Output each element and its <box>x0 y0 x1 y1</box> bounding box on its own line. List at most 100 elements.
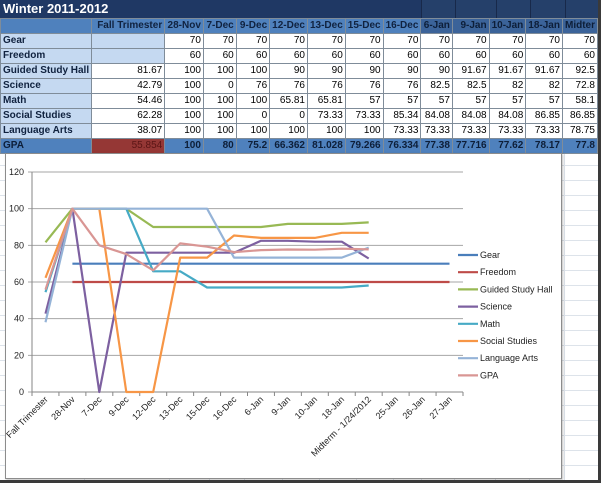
grade-cell[interactable]: 60 <box>269 48 308 64</box>
grade-cell[interactable]: 70 <box>202 33 237 49</box>
grade-cell[interactable]: 84.08 <box>420 108 453 124</box>
series-gpa[interactable] <box>44 207 369 290</box>
grade-cell[interactable]: 81.67 <box>91 63 166 79</box>
grade-cell[interactable]: 57 <box>488 93 527 109</box>
grade-cell[interactable]: 58.1 <box>561 93 598 109</box>
legend-item[interactable]: Social Studies <box>458 336 538 346</box>
grade-cell[interactable]: 86.85 <box>525 108 563 124</box>
grade-cell[interactable]: 100 <box>164 78 204 94</box>
column-header[interactable]: 9-Dec <box>235 18 271 34</box>
grade-cell[interactable]: 100 <box>306 123 346 139</box>
grade-cell[interactable]: 90 <box>420 63 453 79</box>
grade-cell[interactable]: 38.07 <box>91 123 166 139</box>
grade-cell[interactable]: 70 <box>344 33 384 49</box>
grade-cell[interactable]: 73.33 <box>344 108 384 124</box>
gpa-cell[interactable]: 66.362 <box>269 138 308 154</box>
grade-cell[interactable]: 90 <box>344 63 384 79</box>
legend-item[interactable]: GPA <box>458 370 498 380</box>
legend-item[interactable]: Guided Study Hall <box>458 284 553 294</box>
gpa-label[interactable]: GPA <box>0 138 93 154</box>
grade-cell[interactable]: 82.5 <box>451 78 490 94</box>
grade-cell[interactable]: 92.5 <box>561 63 598 79</box>
column-header[interactable]: 28-Nov <box>164 18 204 34</box>
gpa-cell[interactable]: 100 <box>164 138 204 154</box>
grade-cell[interactable]: 70 <box>382 33 422 49</box>
grade-cell[interactable]: 76 <box>382 78 422 94</box>
grade-cell[interactable]: 91.67 <box>451 63 490 79</box>
gpa-cell[interactable]: 81.028 <box>306 138 346 154</box>
grade-cell[interactable]: 100 <box>202 108 237 124</box>
grade-cell[interactable]: 90 <box>306 63 346 79</box>
grade-cell[interactable]: 100 <box>235 93 271 109</box>
grade-cell[interactable]: 70 <box>488 33 527 49</box>
series-line[interactable] <box>44 207 370 394</box>
grade-cell[interactable]: 100 <box>202 123 237 139</box>
grade-cell[interactable]: 70 <box>235 33 271 49</box>
grade-cell[interactable]: 57 <box>344 93 384 109</box>
legend-item[interactable]: Gear <box>458 250 500 260</box>
grade-cell[interactable] <box>91 48 166 64</box>
column-header[interactable]: 13-Dec <box>306 18 346 34</box>
grade-cell[interactable]: 70 <box>269 33 308 49</box>
grade-cell[interactable]: 72.8 <box>561 78 598 94</box>
column-header[interactable]: 12-Dec <box>269 18 308 34</box>
grade-cell[interactable]: 70 <box>525 33 563 49</box>
column-header[interactable]: 6-Jan <box>420 18 453 34</box>
grade-cell[interactable]: 100 <box>202 63 237 79</box>
grade-cell[interactable]: 62.28 <box>91 108 166 124</box>
grade-cell[interactable]: 100 <box>344 123 384 139</box>
gpa-cell[interactable]: 76.334 <box>382 138 422 154</box>
grade-cell[interactable]: 70 <box>420 33 453 49</box>
grade-cell[interactable]: 73.33 <box>488 123 527 139</box>
column-header[interactable]: 18-Jan <box>525 18 563 34</box>
line-chart[interactable]: 0 20 40 60 80 100 120 Fall Trimester 28-Nov 7-Dec… <box>5 153 562 479</box>
grade-cell[interactable]: 60 <box>451 48 490 64</box>
grade-cell[interactable]: 60 <box>382 48 422 64</box>
row-label[interactable]: Gear <box>0 33 93 49</box>
grade-cell[interactable]: 0 <box>202 78 237 94</box>
grade-cell[interactable]: 85.34 <box>382 108 422 124</box>
grade-cell[interactable]: 90 <box>382 63 422 79</box>
column-header[interactable]: Fall Trimester <box>91 18 166 34</box>
grade-cell[interactable]: 76 <box>306 78 346 94</box>
grade-cell[interactable]: 70 <box>164 33 204 49</box>
series-line[interactable] <box>44 207 369 290</box>
grade-cell[interactable]: 76 <box>235 78 271 94</box>
legend-item[interactable]: Science <box>458 302 512 312</box>
grade-cell[interactable]: 57 <box>382 93 422 109</box>
row-label[interactable]: Freedom <box>0 48 93 64</box>
grade-cell[interactable]: 60 <box>488 48 527 64</box>
gpa-cell[interactable]: 79.266 <box>344 138 384 154</box>
grade-cell[interactable]: 100 <box>235 123 271 139</box>
grade-cell[interactable] <box>91 33 166 49</box>
grade-cell[interactable]: 0 <box>269 108 308 124</box>
grade-cell[interactable]: 70 <box>451 33 490 49</box>
grade-cell[interactable]: 82 <box>525 78 563 94</box>
row-label[interactable]: Social Studies <box>0 108 93 124</box>
grade-cell[interactable]: 60 <box>561 48 598 64</box>
column-header[interactable]: 9-Jan <box>451 18 490 34</box>
grade-cell[interactable]: 100 <box>164 108 204 124</box>
grade-cell[interactable]: 54.46 <box>91 93 166 109</box>
grade-cell[interactable]: 73.33 <box>382 123 422 139</box>
legend-item[interactable]: Language Arts <box>458 353 539 363</box>
grade-cell[interactable]: 60 <box>344 48 384 64</box>
grade-cell[interactable]: 84.08 <box>488 108 527 124</box>
grade-cell[interactable]: 70 <box>561 33 598 49</box>
grade-cell[interactable]: 57 <box>525 93 563 109</box>
gpa-cell[interactable]: 77.38 <box>420 138 453 154</box>
grade-cell[interactable]: 100 <box>202 93 237 109</box>
column-header[interactable]: Midter <box>561 18 598 34</box>
grade-cell[interactable]: 73.33 <box>420 123 453 139</box>
grade-cell[interactable]: 84.08 <box>451 108 490 124</box>
chart-frame[interactable] <box>5 153 562 479</box>
grade-cell[interactable]: 91.67 <box>525 63 563 79</box>
row-label[interactable]: Math <box>0 93 93 109</box>
grade-cell[interactable]: 60 <box>525 48 563 64</box>
grade-cell[interactable]: 60 <box>235 48 271 64</box>
grade-cell[interactable]: 60 <box>306 48 346 64</box>
legend-item[interactable]: Freedom <box>458 267 516 277</box>
grade-cell[interactable]: 60 <box>164 48 204 64</box>
grade-cell[interactable]: 78.75 <box>561 123 598 139</box>
grade-cell[interactable]: 90 <box>269 63 308 79</box>
